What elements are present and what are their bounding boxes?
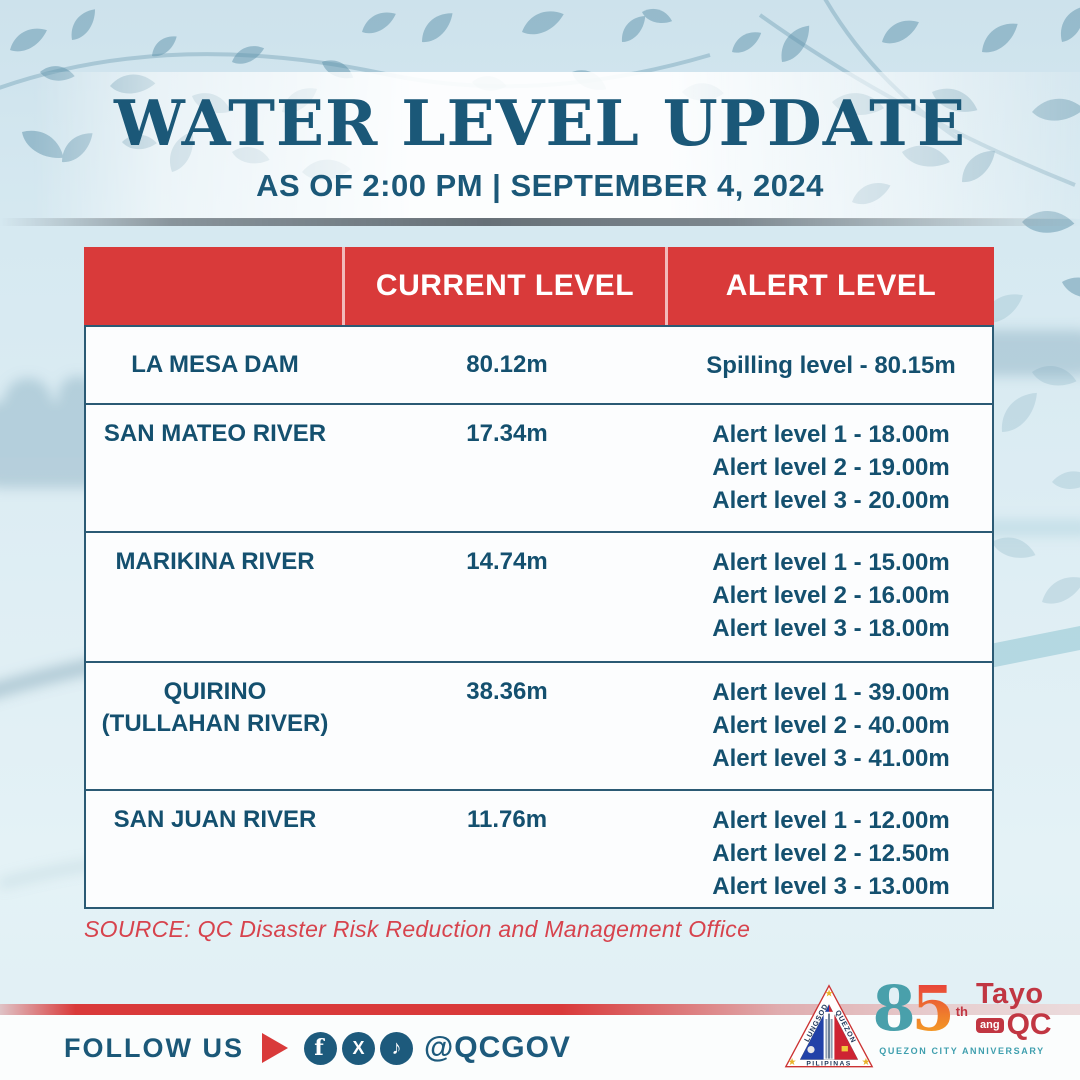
svg-text:★: ★ <box>861 1057 870 1068</box>
alert-levels: Alert level 1 - 12.00m Alert level 2 - 1… <box>670 791 992 907</box>
footer-stripe <box>0 1004 1080 1015</box>
play-triangle-icon <box>261 1033 288 1063</box>
alert-level-line: Alert level 2 - 40.00m <box>712 712 950 739</box>
alert-levels: Alert level 1 - 18.00m Alert level 2 - 1… <box>670 405 992 531</box>
alert-level-line: Alert level 3 - 18.00m <box>712 615 950 642</box>
current-level-value: 80.12m <box>466 351 548 378</box>
quezon-city-seal: ★ ★ ★ LUNGSOD QUEZON PILIPINAS <box>784 984 874 1068</box>
anniversary-caption: QUEZON CITY ANNIVERSARY <box>879 1046 1045 1056</box>
alert-level-line: Alert level 3 - 20.00m <box>712 487 950 514</box>
alert-level-line: Alert level 3 - 41.00m <box>712 745 950 772</box>
qc-word: QC <box>1006 1008 1052 1041</box>
tayo-word: Tayo <box>976 978 1044 1010</box>
anniversary-suffix: th <box>955 1004 968 1019</box>
table-row: MARIKINA RIVER 14.74m Alert level 1 - 15… <box>86 531 992 661</box>
alert-levels: Spilling level - 80.15m <box>670 327 992 403</box>
current-level-value: 14.74m <box>466 548 548 575</box>
station-name: MARIKINA RIVER <box>115 548 315 575</box>
table-row: LA MESA DAM 80.12m Spilling level - 80.1… <box>86 327 992 403</box>
follow-us-label: FOLLOW US <box>64 1032 244 1063</box>
anniversary-digit-8: 8 <box>872 972 916 1045</box>
station-name: SAN JUAN RIVER <box>113 806 317 833</box>
alert-levels: Alert level 1 - 15.00m Alert level 2 - 1… <box>670 533 992 661</box>
page-title: WATER LEVEL UPDATE <box>113 86 967 160</box>
anniversary-digit-5: 5 <box>911 972 955 1045</box>
column-header-alert-level: ALERT LEVEL <box>725 269 937 302</box>
alert-level-line: Alert level 1 - 12.00m <box>712 807 950 834</box>
table-row: SAN MATEO RIVER 17.34m Alert level 1 - 1… <box>86 403 992 531</box>
title-band <box>0 72 1080 219</box>
alert-level-line: Alert level 2 - 16.00m <box>712 582 950 609</box>
current-level-value: 11.76m <box>466 806 548 833</box>
table-row: SAN JUAN RIVER 11.76m Alert level 1 - 12… <box>86 789 992 907</box>
current-level-value: 17.34m <box>466 420 548 447</box>
table-row: QUIRINO (TULLAHAN RIVER) 38.36m Alert le… <box>86 661 992 789</box>
ang-badge: ang <box>976 1017 1004 1033</box>
alert-level-line: Alert level 1 - 15.00m <box>712 549 950 576</box>
alert-level-line: Alert level 1 - 18.00m <box>712 421 950 448</box>
alert-level-line: Alert level 1 - 39.00m <box>712 679 950 706</box>
source-note: SOURCE: QC Disaster Risk Reduction and M… <box>84 916 751 942</box>
station-name: SAN MATEO RIVER <box>103 420 327 447</box>
svg-text:★: ★ <box>825 989 834 1000</box>
social-handle: @QCGOV <box>423 1031 571 1064</box>
footer-bar <box>0 1015 1080 1080</box>
alert-levels: Alert level 1 - 39.00m Alert level 2 - 4… <box>670 663 992 789</box>
water-level-table: CURRENT LEVEL ALERT LEVEL LA MESA DAM 80… <box>84 247 994 909</box>
tiktok-icon: ♪ <box>379 1031 413 1065</box>
anniversary-logo: 8 5 th Tayo ang QC QUEZON CITY ANNIVERSA… <box>872 978 1052 1076</box>
title-divider-bar <box>0 218 1080 226</box>
column-header-station <box>84 247 342 325</box>
tayo-ang-qc: Tayo ang QC <box>976 980 1052 1040</box>
station-name: LA MESA DAM <box>131 351 299 378</box>
page-subtitle: AS OF 2:00 PM | SEPTEMBER 4, 2024 <box>256 168 824 203</box>
table-header: CURRENT LEVEL ALERT LEVEL <box>84 247 994 325</box>
column-header-current-level: CURRENT LEVEL <box>342 247 668 325</box>
follow-us-row: FOLLOW US f X ♪ @QCGOV <box>64 1022 571 1074</box>
current-level-value: 38.36m <box>466 678 548 705</box>
svg-text:★: ★ <box>788 1057 797 1068</box>
facebook-icon: f <box>303 1031 337 1065</box>
alert-level-line: Spilling level - 80.15m <box>706 351 956 379</box>
seal-bottom-text: PILIPINAS <box>806 1060 851 1067</box>
x-icon: X <box>341 1031 375 1065</box>
alert-level-line: Alert level 2 - 12.50m <box>712 840 950 867</box>
alert-level-line: Alert level 2 - 19.00m <box>712 454 950 481</box>
station-name: QUIRINO (TULLAHAN RIVER) <box>101 678 329 737</box>
table-body: LA MESA DAM 80.12m Spilling level - 80.1… <box>84 325 994 909</box>
alert-level-line: Alert level 3 - 13.00m <box>712 873 950 900</box>
